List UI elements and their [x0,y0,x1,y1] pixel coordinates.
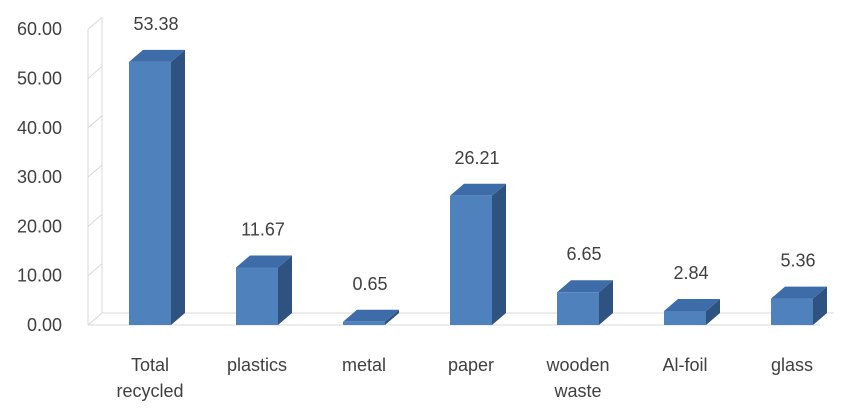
y-tick-label: 60.00 [17,19,62,39]
value-labels: 53.38 11.67 0.65 26.21 6.65 2.84 5.36 [133,14,815,294]
axis-tick-line [87,263,103,277]
bar-side [278,255,292,325]
category-label-line: paper [448,355,494,375]
category-label-line: Total [131,355,169,375]
bar-side [706,298,720,325]
axis-tick-line [87,164,103,178]
bar-side [492,183,506,325]
bar-front [450,195,492,325]
category-label-line: metal [342,355,386,375]
bar-front [129,61,171,325]
value-label: 6.65 [566,244,601,264]
value-label: 11.67 [241,219,285,239]
bar-top [343,309,399,322]
bar-top [771,286,827,299]
y-tick-label: 10.00 [17,266,62,286]
category-labels: Total recycled plastics metal paper wooden was… [116,355,813,401]
axis-tick-line [87,66,103,79]
y-tick-label: 50.00 [17,69,62,89]
bar-side [385,309,399,325]
axis-tick-line [87,16,103,30]
y-tick-labels: 0.00 10.00 20.00 30.00 40.00 50.00 60.00 [17,19,62,335]
bar-side [813,286,827,325]
category-label-line: recycled [116,381,183,401]
value-label: 5.36 [780,251,815,271]
category-label-line: plastics [227,355,287,375]
category-label-line: waste [553,381,601,401]
bar-front [343,321,385,325]
bar [771,286,827,325]
value-label: 2.84 [673,263,708,283]
category-label-line: glass [771,355,813,375]
value-label: 53.38 [133,14,178,34]
bar-top [557,280,613,293]
category-label: Total recycled [116,355,183,401]
category-label: paper [448,355,494,375]
value-label: 26.21 [454,148,499,168]
category-label-line: wooden [545,355,609,375]
bar-front [557,292,599,325]
bar-top [450,183,506,196]
axis-tick-line [87,312,103,326]
category-label: plastics [227,355,287,375]
bar [236,255,292,325]
bar [343,309,399,325]
bars [129,49,827,325]
y-tick-label: 0.00 [27,315,62,335]
bar [129,49,185,325]
y-tick-label: 20.00 [17,216,62,236]
bar [557,280,613,325]
axis-tick-line [87,115,103,129]
bar-top [129,49,185,62]
bar-front [664,310,706,325]
category-label: Al-foil [662,355,707,375]
bar-front [236,267,278,325]
bar-top [664,298,720,311]
bar [664,298,720,325]
y-tick-label: 30.00 [17,167,62,187]
category-label: metal [342,355,386,375]
category-label: wooden waste [545,355,609,401]
bar-side [599,280,613,325]
bar-top [236,255,292,268]
category-label-line: Al-foil [662,355,707,375]
value-label: 0.65 [352,274,387,294]
bar [450,183,506,325]
bar-front [771,298,813,325]
bar-side [171,49,185,325]
category-label: glass [771,355,813,375]
axis-tick-line [87,214,103,227]
y-tick-label: 40.00 [17,118,62,138]
